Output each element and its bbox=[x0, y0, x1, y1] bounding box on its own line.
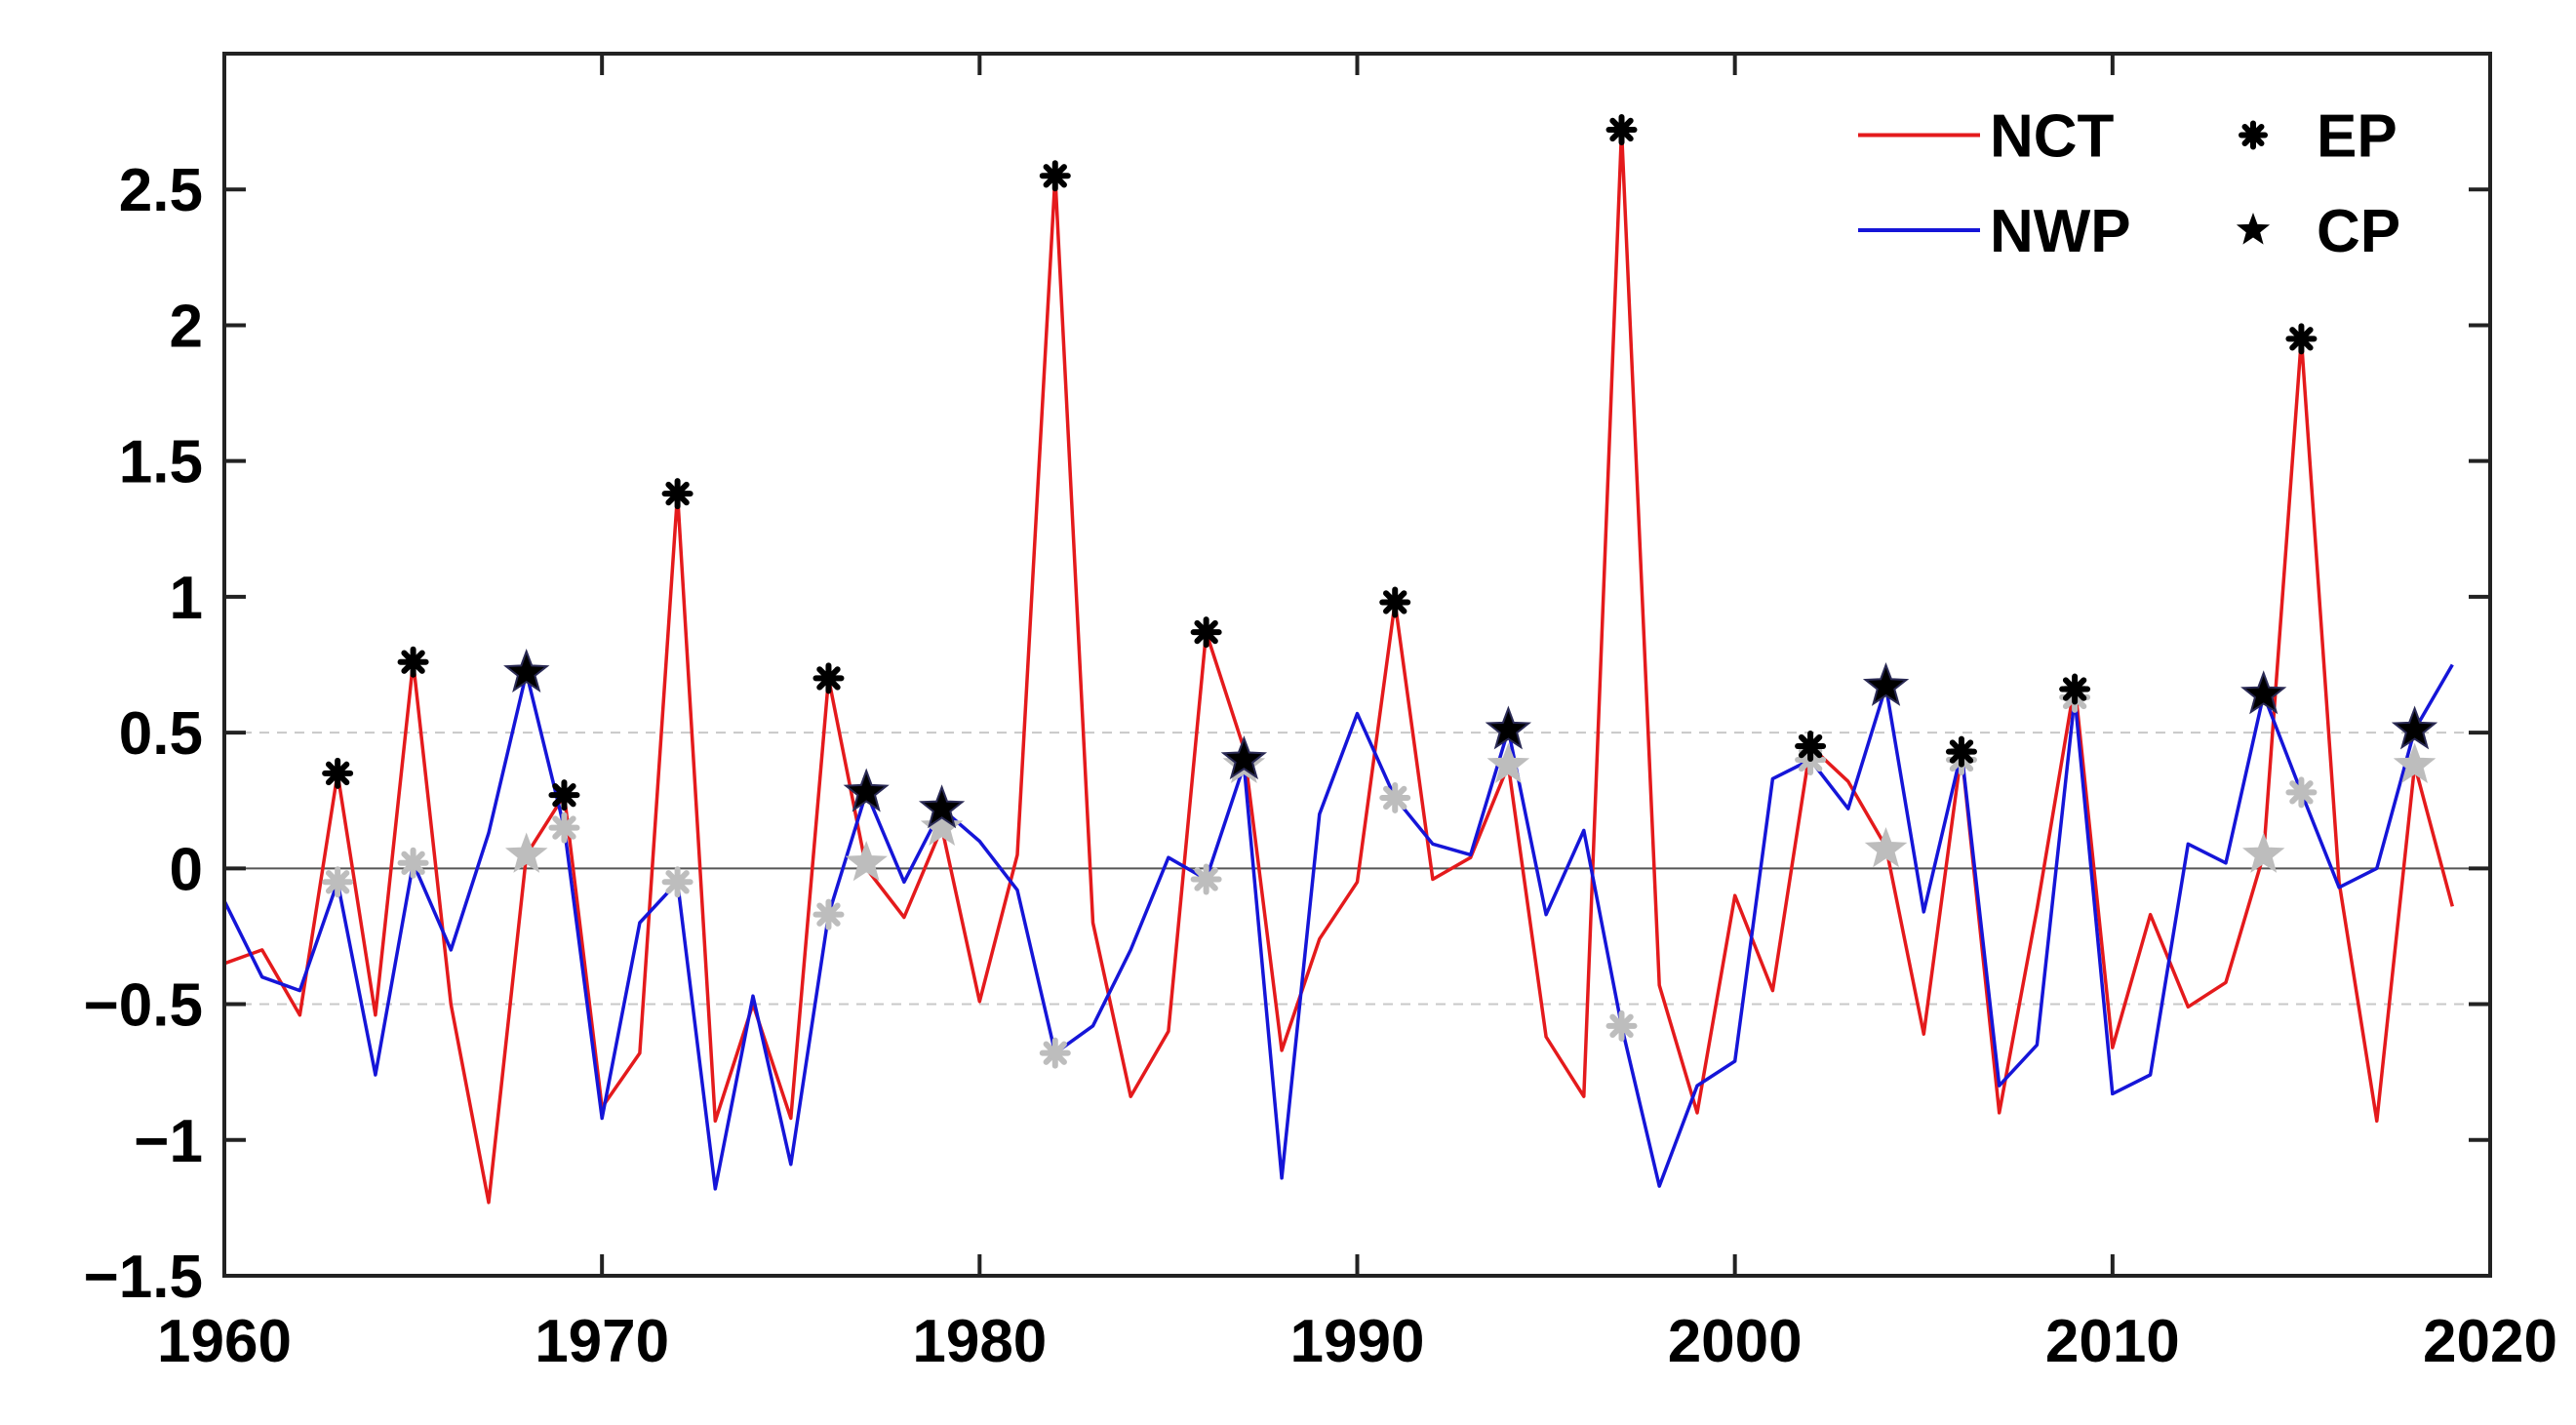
series-lines bbox=[222, 128, 2454, 1205]
ep-marker-secondary bbox=[397, 847, 429, 879]
axis-ticks bbox=[222, 54, 2492, 1278]
ep-marker-primary bbox=[1605, 113, 1638, 145]
cp-marker-primary bbox=[1485, 705, 1532, 750]
ep-marker-primary bbox=[1379, 586, 1411, 618]
ep-marker-primary bbox=[2285, 323, 2318, 355]
cp-marker-secondary bbox=[1864, 826, 1908, 868]
ep-marker-secondary bbox=[1605, 1009, 1638, 1042]
y-tick-label: 0 bbox=[170, 836, 203, 903]
cp-marker-secondary bbox=[2241, 832, 2285, 873]
y-tick-labels: −1.5 −1 −0.5 0 0.5 1 1.5 2 2.5 bbox=[84, 157, 203, 1311]
cp-marker-primary bbox=[503, 649, 550, 693]
ep-marker-primary bbox=[1190, 616, 1222, 649]
cp-marker-primary bbox=[1862, 661, 1910, 706]
y-tick-label: 1 bbox=[170, 565, 203, 632]
x-tick-label: 1970 bbox=[535, 1308, 669, 1375]
x-tick-label: 2020 bbox=[2423, 1308, 2557, 1375]
cp-marker-secondary bbox=[1486, 742, 1530, 784]
y-tick-label: 2 bbox=[170, 293, 203, 360]
legend-swatch-cp bbox=[2236, 213, 2271, 245]
event-markers bbox=[322, 113, 2438, 1069]
ep-marker-secondary bbox=[1190, 863, 1222, 895]
ep-marker-primary bbox=[322, 757, 354, 789]
ep-marker-primary bbox=[661, 478, 694, 510]
ep-marker-secondary bbox=[548, 811, 580, 844]
ep-marker-primary bbox=[548, 779, 580, 811]
cp-marker-primary bbox=[2240, 670, 2287, 715]
reference-lines bbox=[224, 732, 2490, 1006]
y-tick-label: 1.5 bbox=[119, 429, 203, 496]
ep-marker-secondary bbox=[2285, 776, 2318, 809]
cp-marker-primary bbox=[843, 768, 890, 812]
series-line-nct bbox=[223, 128, 2454, 1205]
legend-label-ep: EP bbox=[2317, 103, 2398, 171]
y-tick-label: 0.5 bbox=[119, 700, 203, 768]
cp-marker-secondary bbox=[920, 805, 964, 846]
ep-marker-secondary bbox=[1379, 781, 1411, 813]
cp-marker-secondary bbox=[2393, 742, 2437, 784]
legend: NCT NWP EP CP bbox=[1858, 103, 2400, 265]
x-tick-label: 1960 bbox=[157, 1308, 292, 1375]
x-tick-label: 2000 bbox=[1668, 1308, 1803, 1375]
ep-marker-primary bbox=[1945, 735, 1977, 768]
legend-label-cp: CP bbox=[2317, 198, 2400, 265]
ep-marker-secondary bbox=[1039, 1037, 1071, 1069]
cp-marker-secondary bbox=[845, 840, 888, 882]
cp-marker-primary bbox=[2391, 705, 2438, 750]
ep-marker-primary bbox=[2059, 673, 2091, 705]
ep-marker-primary bbox=[1795, 731, 1827, 763]
x-tick-label: 2010 bbox=[2045, 1308, 2180, 1375]
cp-marker-primary bbox=[1220, 735, 1268, 780]
y-tick-label: −0.5 bbox=[84, 972, 203, 1040]
y-tick-label: 2.5 bbox=[119, 157, 203, 224]
legend-swatch-ep bbox=[2239, 120, 2268, 150]
series-line-nwp bbox=[222, 663, 2454, 1191]
ep-marker-primary bbox=[1039, 160, 1071, 192]
ep-marker-primary bbox=[812, 662, 845, 694]
x-tick-label: 1980 bbox=[912, 1308, 1047, 1375]
cp-marker-primary bbox=[918, 784, 966, 829]
y-tick-label: −1.5 bbox=[84, 1244, 203, 1311]
cp-marker-secondary bbox=[504, 832, 548, 873]
legend-label-nct: NCT bbox=[1990, 103, 2115, 171]
x-tick-label: 1990 bbox=[1290, 1308, 1425, 1375]
ep-marker-secondary bbox=[812, 898, 845, 930]
legend-label-nwp: NWP bbox=[1990, 198, 2131, 265]
ep-marker-secondary bbox=[322, 866, 354, 898]
ep-marker-secondary bbox=[661, 866, 694, 898]
y-tick-label: −1 bbox=[134, 1108, 203, 1175]
x-tick-labels: 1960 1970 1980 1990 2000 2010 2020 bbox=[157, 1308, 2557, 1375]
ep-marker-primary bbox=[397, 646, 429, 678]
